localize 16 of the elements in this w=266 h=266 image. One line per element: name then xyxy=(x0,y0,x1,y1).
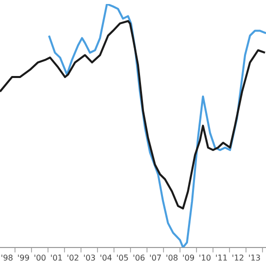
x-tick-label: '11 xyxy=(215,253,228,262)
x-tick-label: '06 xyxy=(132,253,146,262)
x-tick-label: '99 xyxy=(17,253,30,262)
x-tick-label: '03 xyxy=(83,253,96,262)
x-tick-label: '00 xyxy=(34,253,46,262)
x-tick-label: '05 xyxy=(116,253,129,262)
x-tick-label: '08 xyxy=(166,253,178,262)
x-tick-label: '12 xyxy=(232,253,244,262)
x-tick-label: '01 xyxy=(50,253,63,262)
x-tick-label: '98 xyxy=(0,253,14,262)
x-tick-label: '13 xyxy=(248,253,261,262)
x-tick-label: '04 xyxy=(100,253,112,262)
x-tick-label: '02 xyxy=(66,253,80,262)
x-tick-label: '10 xyxy=(198,253,212,262)
x-tick-label: '07 xyxy=(149,253,162,262)
x-tick-label: '09 xyxy=(182,253,195,262)
